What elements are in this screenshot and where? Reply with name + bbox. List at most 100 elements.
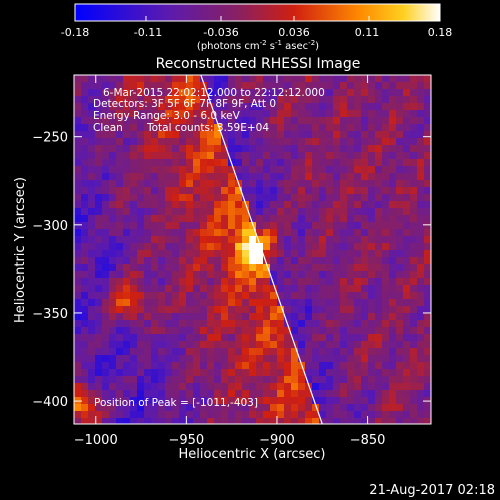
heatmap-cell bbox=[200, 215, 208, 223]
y-tick-label: −300 bbox=[32, 219, 68, 234]
heatmap-cell bbox=[179, 131, 187, 139]
heatmap-cell bbox=[200, 110, 208, 118]
heatmap-cell bbox=[291, 418, 299, 424]
heatmap-cell bbox=[228, 215, 236, 223]
heatmap-cell bbox=[88, 194, 96, 202]
heatmap-cell bbox=[256, 411, 264, 419]
heatmap-cell bbox=[277, 306, 285, 314]
heatmap-cell bbox=[249, 103, 257, 111]
heatmap-cell bbox=[214, 166, 222, 174]
heatmap-cell bbox=[221, 117, 229, 125]
heatmap-cell bbox=[326, 75, 334, 83]
heatmap-cell bbox=[277, 348, 285, 356]
heatmap-cell bbox=[116, 362, 124, 370]
heatmap-cell bbox=[319, 250, 327, 258]
heatmap-cell bbox=[165, 285, 173, 293]
heatmap-cell bbox=[74, 271, 82, 279]
heatmap-cell bbox=[74, 152, 82, 160]
heatmap-cell bbox=[417, 285, 425, 293]
heatmap-cell bbox=[249, 82, 257, 90]
heatmap-cell bbox=[333, 138, 341, 146]
heatmap-cell bbox=[137, 327, 145, 335]
heatmap-cell bbox=[417, 145, 425, 153]
heatmap-cell bbox=[186, 334, 194, 342]
heatmap-cell bbox=[382, 320, 390, 328]
heatmap-cell bbox=[249, 299, 257, 307]
heatmap-cell bbox=[144, 411, 152, 419]
heatmap-cell bbox=[88, 383, 96, 391]
heatmap-cell bbox=[298, 138, 306, 146]
heatmap-cell bbox=[242, 292, 250, 300]
heatmap-cell bbox=[137, 362, 145, 370]
heatmap-cell bbox=[116, 376, 124, 384]
heatmap-cell bbox=[291, 201, 299, 209]
heatmap-cell bbox=[186, 404, 194, 412]
heatmap-cell bbox=[207, 334, 215, 342]
heatmap-cell bbox=[410, 131, 418, 139]
heatmap-cell bbox=[368, 187, 376, 195]
heatmap-cell bbox=[165, 250, 173, 258]
heatmap-cell bbox=[424, 285, 431, 293]
heatmap-cell bbox=[354, 117, 362, 125]
x-tick-label: −850 bbox=[350, 433, 386, 448]
heatmap-cell bbox=[116, 292, 124, 300]
heatmap-cell bbox=[235, 194, 243, 202]
heatmap-cell bbox=[242, 243, 250, 251]
colorbar-tick-labels: -0.18 -0.11 -0.036 0.036 0.11 0.18 bbox=[61, 26, 452, 39]
heatmap-cell bbox=[417, 152, 425, 160]
heatmap-cell bbox=[326, 138, 334, 146]
heatmap-cell bbox=[144, 257, 152, 265]
heatmap-cell bbox=[74, 285, 82, 293]
heatmap-cell bbox=[340, 383, 348, 391]
heatmap-cell bbox=[375, 341, 383, 349]
heatmap-cell bbox=[340, 166, 348, 174]
heatmap-cell bbox=[284, 299, 292, 307]
heatmap-cell bbox=[319, 390, 327, 398]
heatmap-cell bbox=[109, 327, 117, 335]
heatmap-cell bbox=[172, 166, 180, 174]
heatmap-cell bbox=[137, 201, 145, 209]
heatmap-cell bbox=[116, 208, 124, 216]
heatmap-cell bbox=[340, 201, 348, 209]
heatmap-cell bbox=[424, 208, 431, 216]
heatmap-cell bbox=[151, 215, 159, 223]
heatmap-cell bbox=[284, 110, 292, 118]
heatmap-cell bbox=[193, 250, 201, 258]
heatmap-cell bbox=[221, 152, 229, 160]
heatmap-cell bbox=[410, 243, 418, 251]
heatmap-cell bbox=[354, 355, 362, 363]
heatmap-cell bbox=[74, 292, 82, 300]
heatmap-cell bbox=[319, 369, 327, 377]
heatmap-cell bbox=[81, 397, 89, 405]
heatmap-cell bbox=[403, 355, 411, 363]
heatmap-cell bbox=[81, 201, 89, 209]
heatmap-cell bbox=[88, 131, 96, 139]
heatmap-cell bbox=[158, 75, 166, 83]
heatmap-cell bbox=[417, 257, 425, 265]
heatmap-cell bbox=[256, 145, 264, 153]
heatmap-cell bbox=[130, 341, 138, 349]
heatmap-cell bbox=[396, 390, 404, 398]
heatmap-cell bbox=[312, 341, 320, 349]
heatmap-cell bbox=[235, 187, 243, 195]
heatmap-cell bbox=[382, 131, 390, 139]
heatmap-cell bbox=[95, 369, 103, 377]
heatmap-cell bbox=[165, 222, 173, 230]
heatmap-cell bbox=[179, 285, 187, 293]
heatmap-cell bbox=[291, 404, 299, 412]
x-axis-label: Heliocentric X (arcsec) bbox=[179, 447, 326, 462]
heatmap-cell bbox=[165, 194, 173, 202]
heatmap-cell bbox=[116, 264, 124, 272]
heatmap-cell bbox=[242, 313, 250, 321]
heatmap-cell bbox=[347, 334, 355, 342]
heatmap-cell bbox=[193, 96, 201, 104]
heatmap-cell bbox=[123, 264, 131, 272]
heatmap-cell bbox=[291, 82, 299, 90]
heatmap-cell bbox=[130, 103, 138, 111]
heatmap-cell bbox=[165, 418, 173, 424]
heatmap-cell bbox=[375, 187, 383, 195]
heatmap-cell bbox=[193, 180, 201, 188]
heatmap-cell bbox=[347, 383, 355, 391]
heatmap-cell bbox=[214, 292, 222, 300]
heatmap-cell bbox=[354, 159, 362, 167]
